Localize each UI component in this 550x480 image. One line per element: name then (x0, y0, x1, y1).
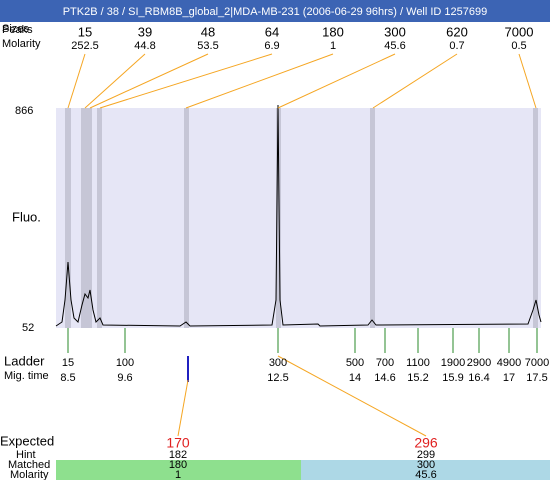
ladder-size: 500 (346, 357, 364, 369)
peak-connector (67, 53, 86, 109)
peak-molarity: 44.8 (134, 40, 155, 52)
peak-connector (277, 53, 396, 109)
mig-time: 9.6 (117, 372, 132, 384)
title-bar (0, 0, 550, 22)
expected-value: 296 (414, 435, 438, 451)
row-label: Sizes (2, 23, 29, 35)
row-label: Molarity (10, 469, 49, 480)
mig-time: 17 (503, 372, 515, 384)
row-label: Matched (8, 459, 50, 471)
peak-bands (65, 108, 538, 328)
row-label: Molarity (2, 38, 41, 50)
ladder-size: 2900 (467, 357, 491, 369)
row-label: Mig. time (4, 370, 49, 382)
peak-size: 300 (384, 24, 406, 39)
peak-molarity: 53.5 (197, 40, 218, 52)
hint: 182 (169, 449, 187, 461)
ladder-size: 300 (269, 357, 287, 369)
ladder-size: 100 (116, 357, 134, 369)
matched-band (56, 460, 301, 480)
ladder-size: 1900 (441, 357, 465, 369)
ladder-size: 15 (62, 357, 74, 369)
peak-connector (518, 53, 537, 109)
hint: 299 (417, 449, 435, 461)
mig-time: 15.2 (407, 372, 428, 384)
peak-size: 15 (78, 24, 92, 39)
plot-area (56, 108, 541, 328)
peak-connector (185, 53, 334, 109)
molarity: 45.6 (415, 469, 436, 480)
row-label: Hint (16, 449, 36, 461)
matched: 300 (417, 459, 435, 471)
peak-connector (372, 53, 458, 109)
trace (55, 104, 542, 327)
peak-size: 180 (322, 24, 344, 39)
peak-connector (99, 53, 273, 109)
peak-size: 7000 (505, 24, 534, 39)
connector (277, 355, 427, 437)
molarity: 1 (175, 469, 181, 480)
row-label: Peaks (2, 24, 33, 36)
peak-size: 620 (446, 24, 468, 39)
mig-time: 12.5 (267, 372, 288, 384)
ladder-size: 7000 (525, 357, 549, 369)
row-label: Expected (0, 433, 54, 448)
peak-molarity: 0.5 (511, 40, 526, 52)
peak-size: 39 (138, 24, 152, 39)
mig-time: 16.4 (468, 372, 489, 384)
title: PTK2B / 38 / SI_RBM8B_global_2|MDA-MB-23… (63, 6, 488, 18)
matched: 180 (169, 459, 187, 471)
matched-band (301, 460, 550, 480)
mig-time: 14 (349, 372, 361, 384)
y-tick-label: 52 (22, 322, 34, 334)
ladder-size: 1100 (406, 357, 430, 369)
mig-time: 8.5 (60, 372, 75, 384)
mig-time: 14.6 (374, 372, 395, 384)
mig-time: 17.5 (526, 372, 547, 384)
peak-connector (89, 53, 209, 109)
peak-size: 64 (265, 24, 279, 39)
row-label: Ladder (4, 353, 45, 368)
peak-size: 48 (201, 24, 215, 39)
connector (177, 379, 189, 437)
expected-value: 170 (166, 435, 190, 451)
peak-molarity: 45.6 (384, 40, 405, 52)
peak-molarity: 6.9 (264, 40, 279, 52)
ladder-size: 700 (376, 357, 394, 369)
mig-time: 15.9 (442, 372, 463, 384)
peak-molarity: 1 (330, 40, 336, 52)
peak-connector (84, 53, 146, 109)
y-tick-label: 866 (15, 105, 33, 117)
ladder-size: 4900 (497, 357, 521, 369)
peak-molarity: 0.7 (449, 40, 464, 52)
peak-molarity: 252.5 (71, 40, 99, 52)
axis-label: Fluo. (12, 209, 41, 224)
